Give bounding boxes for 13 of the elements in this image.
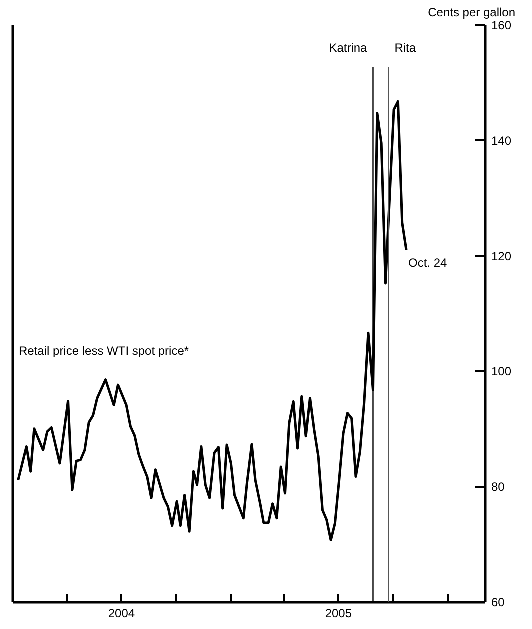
y-axis-title: Cents per gallon (428, 6, 516, 20)
text: Retail price less WTI spot price* (19, 344, 190, 358)
y-tick-label: 80 (492, 480, 506, 494)
y-tick-label: 60 (492, 596, 506, 610)
annotation: Oct. 24 (408, 256, 448, 270)
y-tick-label: 100 (492, 364, 512, 379)
y-tick-label: 120 (492, 249, 512, 264)
ref-line-label: Katrina (329, 41, 368, 55)
x-tick-label: 2005 (325, 606, 352, 620)
x-tick-label: 2004 (108, 606, 136, 620)
y-tick-label: 160 (492, 18, 512, 32)
ref-line-label: Rita (394, 41, 416, 55)
y-tick-label: 140 (492, 134, 512, 148)
